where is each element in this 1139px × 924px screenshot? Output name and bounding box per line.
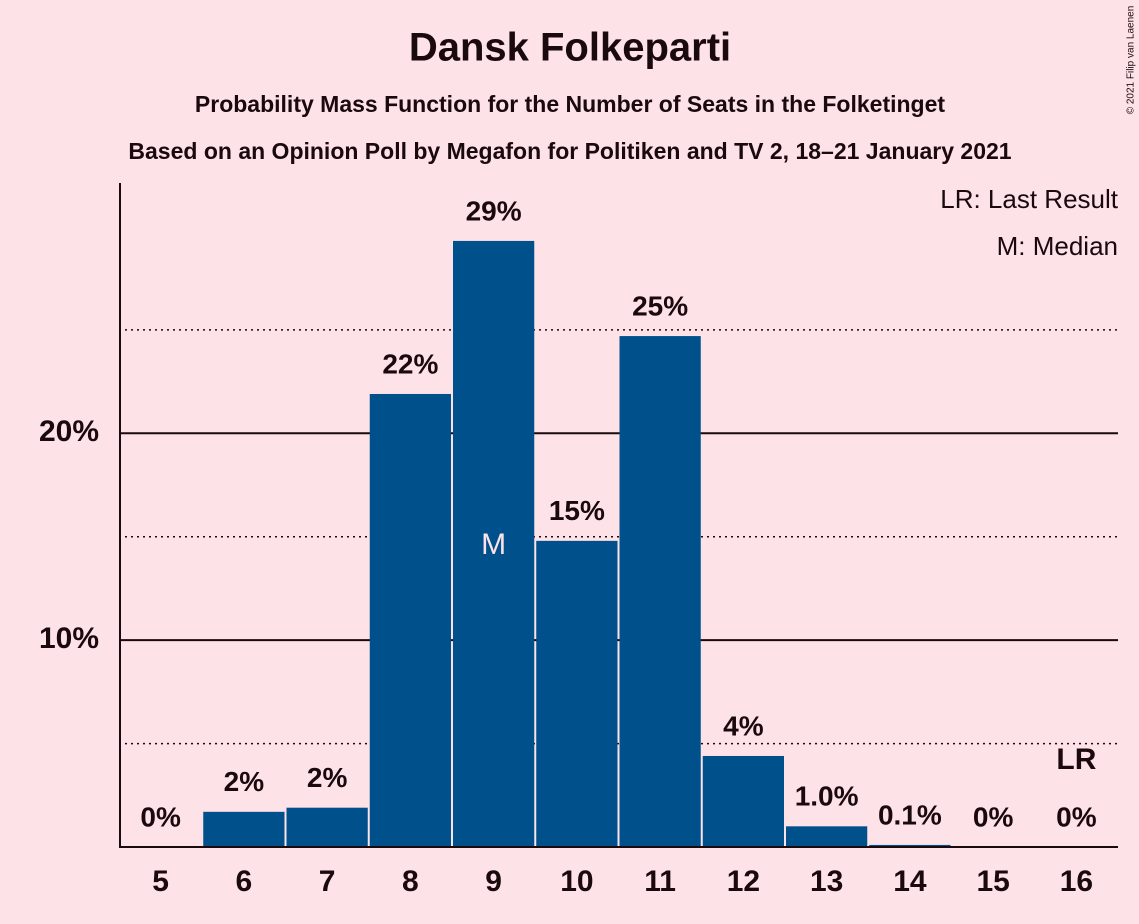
legend-entry: LR: Last Result [940, 184, 1119, 214]
x-tick-label: 9 [485, 865, 502, 898]
x-tick-label: 12 [727, 865, 760, 898]
bar [453, 240, 535, 847]
bar [286, 807, 368, 847]
value-label: 2% [224, 766, 265, 797]
value-label: 0% [140, 801, 181, 832]
x-tick-label: 6 [236, 865, 253, 898]
bar [203, 811, 285, 847]
x-tick-label: 11 [644, 865, 676, 898]
legend-entry: M: Median [997, 231, 1118, 261]
y-tick-label: 10% [39, 622, 99, 655]
x-tick-label: 15 [976, 865, 1009, 898]
x-tick-label: 13 [810, 865, 843, 898]
value-label: 1.0% [795, 781, 859, 812]
copyright: © 2021 Filip van Laenen [1126, 6, 1137, 115]
value-label: 25% [632, 290, 688, 321]
bar [869, 844, 951, 847]
chart-title: Dansk Folkeparti [409, 26, 731, 70]
x-tick-label: 8 [402, 865, 419, 898]
x-tick-label: 10 [560, 865, 593, 898]
bar [369, 393, 451, 847]
annotation: M [481, 528, 506, 561]
x-tick-label: 5 [152, 865, 169, 898]
value-label: 0.1% [878, 799, 942, 830]
value-label: 2% [307, 762, 348, 793]
x-tick-label: 14 [893, 865, 927, 898]
value-label: 4% [723, 710, 764, 741]
bar [786, 826, 868, 847]
bar [536, 540, 618, 847]
y-tick-label: 20% [39, 415, 99, 448]
value-label: 15% [549, 495, 605, 526]
value-label: 0% [973, 801, 1014, 832]
x-tick-label: 16 [1060, 865, 1093, 898]
value-label: 29% [466, 195, 522, 226]
bar [619, 336, 701, 847]
value-label: 22% [382, 348, 438, 379]
annotation: LR [1056, 743, 1096, 776]
chart-subtitle: Probability Mass Function for the Number… [195, 91, 945, 117]
bar [702, 755, 784, 847]
value-label: 0% [1056, 801, 1097, 832]
x-tick-label: 7 [319, 865, 336, 898]
chart-subtitle: Based on an Opinion Poll by Megafon for … [128, 138, 1011, 164]
